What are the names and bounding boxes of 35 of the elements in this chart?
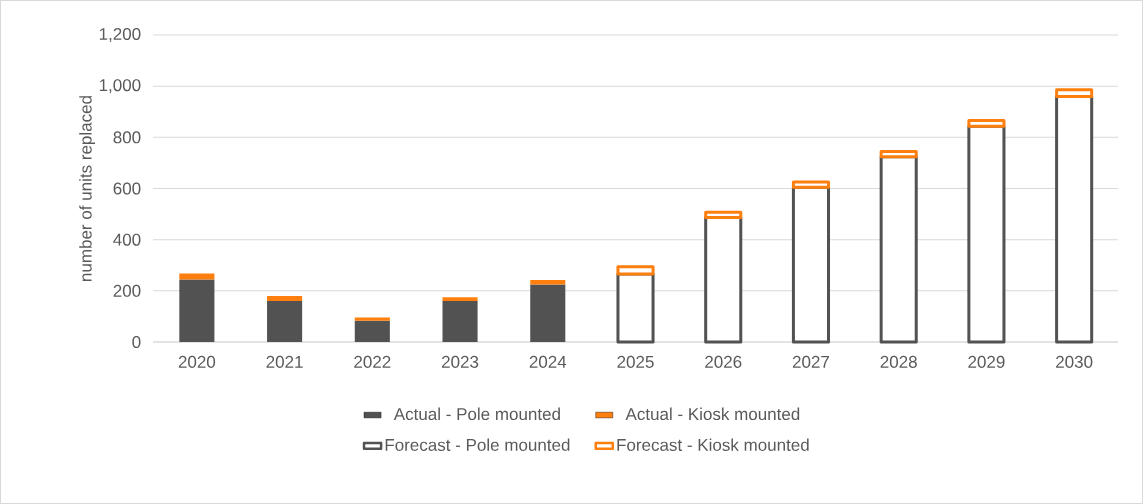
bar [791, 185, 831, 344]
bar [704, 215, 743, 344]
legend-label: Forecast - Pole mounted [385, 438, 570, 451]
x-tick-label: 2020 [178, 355, 216, 368]
y-tick-label: 1,000 [99, 79, 141, 94]
legend-label: Forecast - Kiosk mounted [617, 438, 809, 451]
x-tick-label: 2027 [792, 355, 829, 368]
bar [179, 279, 215, 342]
x-tick-label: 2024 [529, 355, 567, 368]
x-tick-label: 2023 [442, 355, 479, 368]
bar [442, 301, 478, 342]
bar [354, 320, 390, 342]
x-tick-label: 2028 [880, 355, 917, 368]
x-tick-label: 2030 [1056, 355, 1093, 368]
y-axis-title: number of units replaced [79, 96, 96, 281]
x-tick-label: 2026 [705, 355, 742, 368]
legend-label: Actual - Kiosk mounted [625, 407, 800, 421]
y-tick-label: 0 [132, 335, 141, 349]
x-tick-label: 2025 [617, 355, 654, 368]
y-tick-label: 800 [113, 131, 141, 144]
y-tick-label: 1,200 [99, 27, 141, 43]
y-tick-label: 200 [113, 284, 141, 297]
bar [530, 284, 566, 342]
bar [267, 301, 303, 342]
bar [530, 280, 566, 285]
legend-label: Actual - Pole mounted [393, 407, 560, 421]
x-tick-label: 2021 [266, 355, 303, 368]
bar [354, 317, 390, 321]
y-tick-label: 600 [113, 182, 141, 195]
bar [179, 273, 215, 280]
bar [267, 295, 303, 302]
x-tick-label: 2029 [968, 355, 1005, 368]
bar [442, 297, 478, 302]
y-tick-label: 400 [113, 233, 141, 246]
x-tick-label: 2022 [354, 355, 391, 368]
